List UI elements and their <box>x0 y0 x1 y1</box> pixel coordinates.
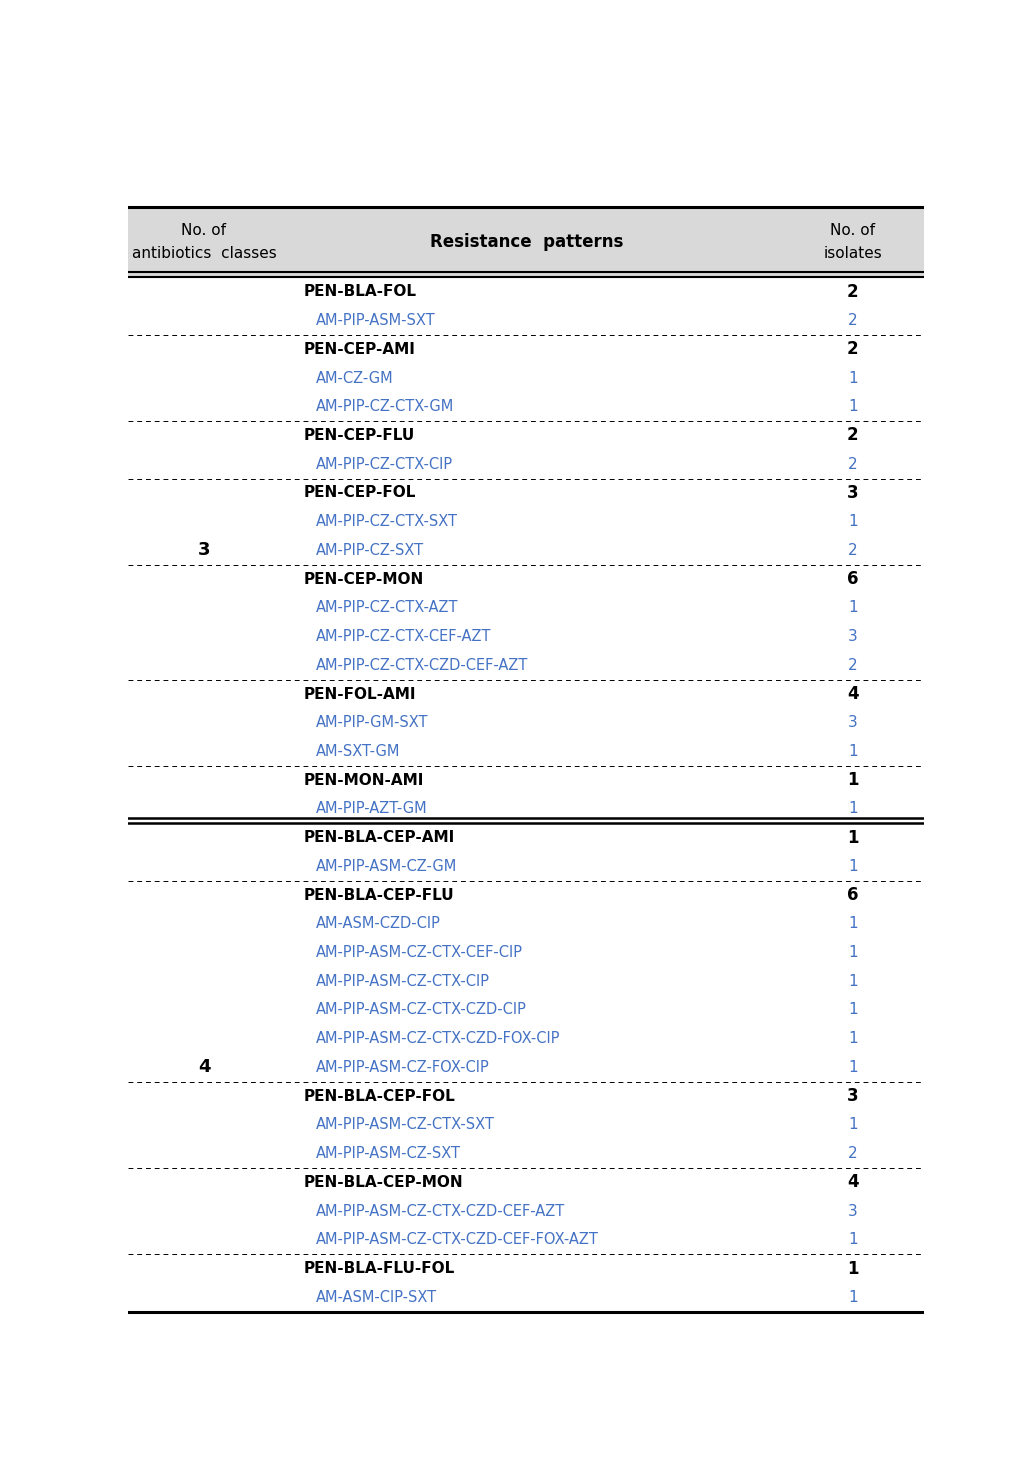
Text: PEN-CEP-AMI: PEN-CEP-AMI <box>304 341 415 356</box>
Text: 1: 1 <box>848 513 858 530</box>
Text: AM-PIP-ASM-CZ-CTX-CZD-CIP: AM-PIP-ASM-CZ-CTX-CZD-CIP <box>315 1003 526 1018</box>
Text: AM-PIP-ASM-SXT: AM-PIP-ASM-SXT <box>315 313 435 328</box>
Text: 3: 3 <box>847 484 859 502</box>
Text: AM-PIP-ASM-CZ-SXT: AM-PIP-ASM-CZ-SXT <box>315 1146 460 1160</box>
Text: No. of
antibiotics  classes: No. of antibiotics classes <box>131 223 276 261</box>
Text: AM-ASM-CIP-SXT: AM-ASM-CIP-SXT <box>315 1290 436 1304</box>
Text: 6: 6 <box>847 886 859 904</box>
Text: AM-PIP-CZ-CTX-CZD-CEF-AZT: AM-PIP-CZ-CTX-CZD-CEF-AZT <box>315 657 528 672</box>
Text: AM-PIP-CZ-CTX-AZT: AM-PIP-CZ-CTX-AZT <box>315 601 458 616</box>
Text: 2: 2 <box>848 657 858 672</box>
Text: AM-PIP-CZ-CTX-GM: AM-PIP-CZ-CTX-GM <box>315 399 454 414</box>
Text: 1: 1 <box>848 743 858 758</box>
Text: AM-PIP-GM-SXT: AM-PIP-GM-SXT <box>315 715 428 730</box>
Text: AM-PIP-ASM-CZ-GM: AM-PIP-ASM-CZ-GM <box>315 859 457 874</box>
Text: 6: 6 <box>847 570 859 588</box>
Text: AM-SXT-GM: AM-SXT-GM <box>315 743 400 758</box>
Text: 1: 1 <box>848 801 858 816</box>
Text: 2: 2 <box>848 543 858 558</box>
Text: 4: 4 <box>198 1058 211 1076</box>
Text: 3: 3 <box>847 1088 859 1106</box>
Text: PEN-BLA-CEP-MON: PEN-BLA-CEP-MON <box>304 1175 463 1190</box>
Text: 2: 2 <box>847 426 859 445</box>
Text: 1: 1 <box>848 1003 858 1018</box>
Text: 1: 1 <box>848 1117 858 1132</box>
Text: 2: 2 <box>847 283 859 301</box>
Text: AM-PIP-ASM-CZ-CTX-CEF-CIP: AM-PIP-ASM-CZ-CTX-CEF-CIP <box>315 945 523 960</box>
Text: 1: 1 <box>848 399 858 414</box>
Text: 1: 1 <box>848 974 858 988</box>
Text: 1: 1 <box>847 772 859 789</box>
Text: AM-CZ-GM: AM-CZ-GM <box>315 371 393 386</box>
Text: 1: 1 <box>848 859 858 874</box>
Text: PEN-CEP-FOL: PEN-CEP-FOL <box>304 485 416 500</box>
Text: AM-PIP-CZ-CTX-CIP: AM-PIP-CZ-CTX-CIP <box>315 457 453 472</box>
Text: PEN-BLA-FOL: PEN-BLA-FOL <box>304 285 417 300</box>
Text: 3: 3 <box>848 1204 858 1218</box>
Text: 3: 3 <box>848 629 858 644</box>
Text: PEN-FOL-AMI: PEN-FOL-AMI <box>304 687 416 702</box>
Text: AM-PIP-AZT-GM: AM-PIP-AZT-GM <box>315 801 427 816</box>
Text: 2: 2 <box>848 313 858 328</box>
Text: 2: 2 <box>847 340 859 358</box>
Text: 1: 1 <box>847 828 859 847</box>
Text: Resistance  patterns: Resistance patterns <box>429 233 623 251</box>
Text: 1: 1 <box>848 601 858 616</box>
Text: 1: 1 <box>847 1260 859 1278</box>
Bar <box>128 206 924 278</box>
Text: AM-ASM-CZD-CIP: AM-ASM-CZD-CIP <box>315 916 441 932</box>
Text: PEN-CEP-MON: PEN-CEP-MON <box>304 571 424 586</box>
Text: 1: 1 <box>848 1031 858 1046</box>
Text: AM-PIP-ASM-CZ-CTX-CZD-CEF-AZT: AM-PIP-ASM-CZ-CTX-CZD-CEF-AZT <box>315 1204 565 1218</box>
Text: PEN-BLA-CEP-AMI: PEN-BLA-CEP-AMI <box>304 830 455 846</box>
Text: AM-PIP-ASM-CZ-CTX-CZD-CEF-FOX-AZT: AM-PIP-ASM-CZ-CTX-CZD-CEF-FOX-AZT <box>315 1232 599 1248</box>
Text: 1: 1 <box>848 1290 858 1304</box>
Text: AM-PIP-ASM-CZ-CTX-CIP: AM-PIP-ASM-CZ-CTX-CIP <box>315 974 490 988</box>
Text: AM-PIP-CZ-CTX-CEF-AZT: AM-PIP-CZ-CTX-CEF-AZT <box>315 629 491 644</box>
Text: PEN-BLA-CEP-FLU: PEN-BLA-CEP-FLU <box>304 887 454 902</box>
Text: PEN-BLA-CEP-FOL: PEN-BLA-CEP-FOL <box>304 1089 455 1104</box>
Text: 4: 4 <box>847 686 859 703</box>
Text: 3: 3 <box>198 542 211 559</box>
Text: PEN-BLA-FLU-FOL: PEN-BLA-FLU-FOL <box>304 1261 455 1276</box>
Text: AM-PIP-ASM-CZ-CTX-CZD-FOX-CIP: AM-PIP-ASM-CZ-CTX-CZD-FOX-CIP <box>315 1031 560 1046</box>
Text: AM-PIP-ASM-CZ-CTX-SXT: AM-PIP-ASM-CZ-CTX-SXT <box>315 1117 494 1132</box>
Text: 1: 1 <box>848 1060 858 1074</box>
Text: AM-PIP-ASM-CZ-FOX-CIP: AM-PIP-ASM-CZ-FOX-CIP <box>315 1060 489 1074</box>
Text: 4: 4 <box>847 1174 859 1192</box>
Text: 1: 1 <box>848 371 858 386</box>
Text: AM-PIP-CZ-SXT: AM-PIP-CZ-SXT <box>315 543 423 558</box>
Text: 3: 3 <box>848 715 858 730</box>
Text: 1: 1 <box>848 945 858 960</box>
Text: AM-PIP-CZ-CTX-SXT: AM-PIP-CZ-CTX-SXT <box>315 513 457 530</box>
Text: 1: 1 <box>848 916 858 932</box>
Text: 1: 1 <box>848 1232 858 1248</box>
Text: No. of
isolates: No. of isolates <box>824 223 882 261</box>
Text: PEN-CEP-FLU: PEN-CEP-FLU <box>304 427 415 444</box>
Text: PEN-MON-AMI: PEN-MON-AMI <box>304 773 424 788</box>
Text: 2: 2 <box>848 1146 858 1160</box>
Text: 2: 2 <box>848 457 858 472</box>
